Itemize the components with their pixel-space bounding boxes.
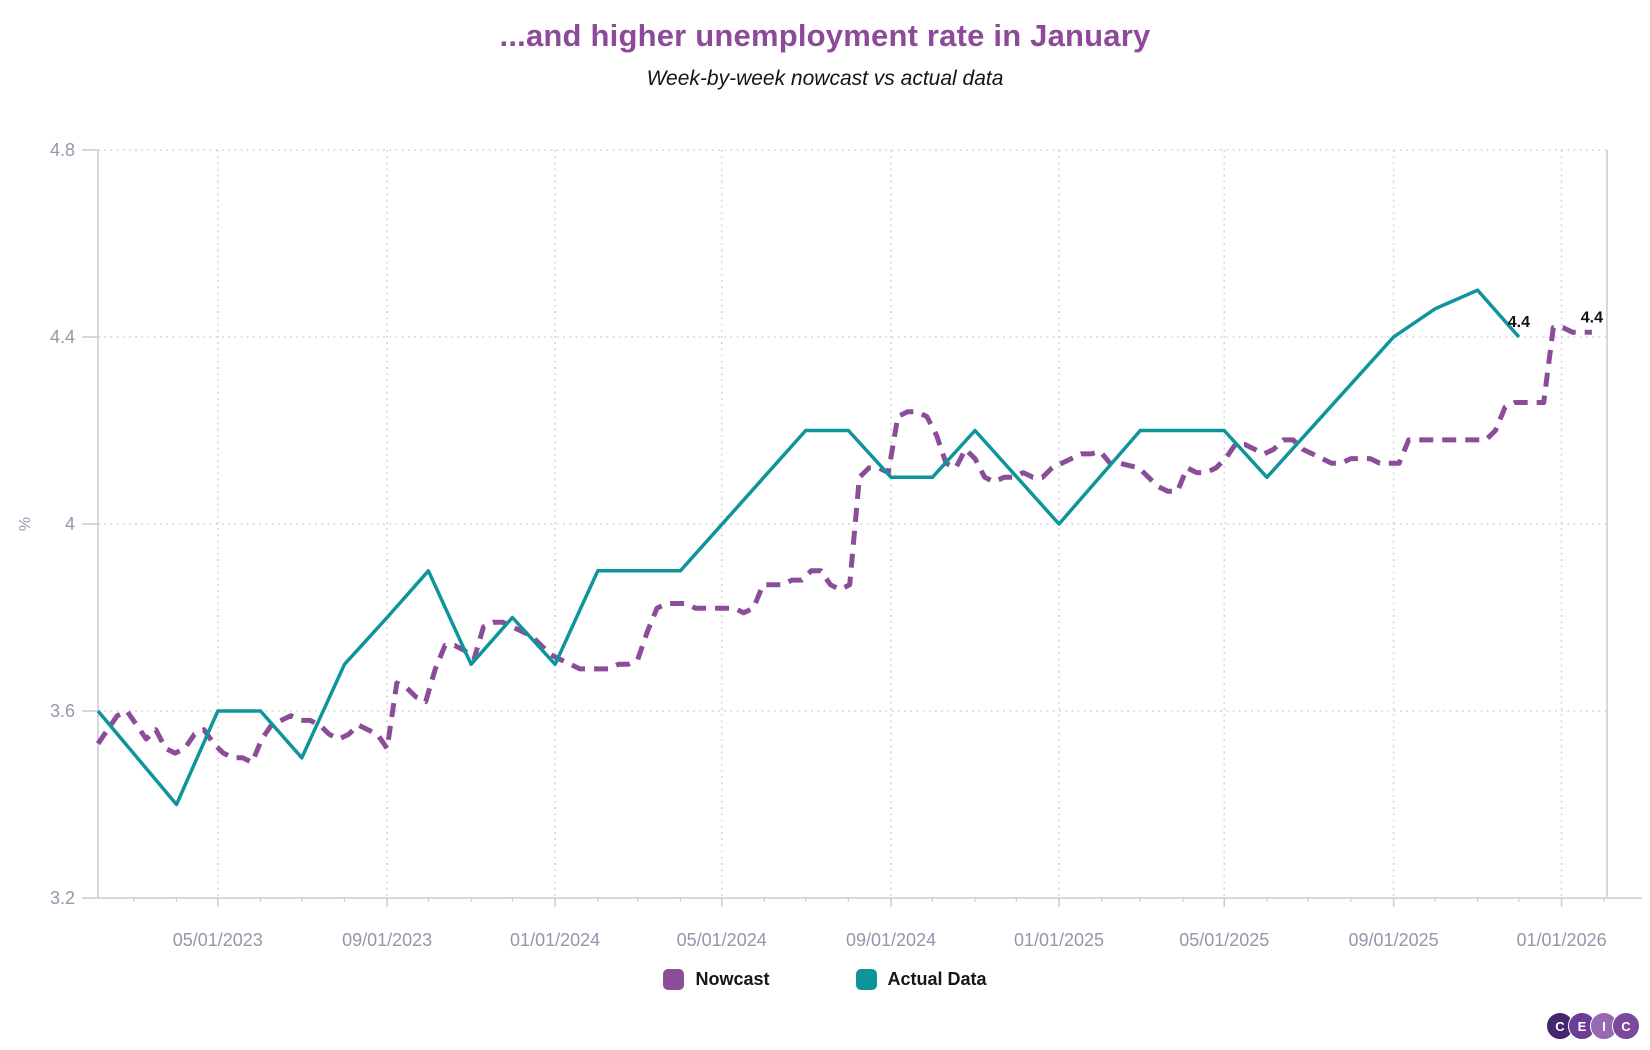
actual-data-swatch-icon: [855, 969, 877, 990]
chart-title: ...and higher unemployment rate in Janua…: [499, 18, 1151, 53]
logo-letter-c1: C: [1546, 1012, 1574, 1040]
actual-data-line: [96, 288, 1521, 807]
y-tick-label: 4.8: [50, 140, 75, 160]
legend-item-nowcast[interactable]: Nowcast: [663, 969, 770, 990]
x-tick-label: 05/01/2025: [1179, 930, 1269, 950]
chart-subtitle: Week-by-week nowcast vs actual data: [646, 67, 1004, 90]
x-tick-label: 09/01/2023: [342, 930, 432, 950]
x-tick-label: 09/01/2025: [1349, 930, 1439, 950]
x-tick-label: 05/01/2023: [173, 930, 263, 950]
y-axis-unit-label: %: [17, 517, 34, 531]
y-tick-label: 4.4: [50, 327, 75, 347]
y-tick-label: 4: [65, 514, 75, 534]
x-tick-label: 01/01/2025: [1014, 930, 1104, 950]
legend-item-actual-data[interactable]: Actual Data: [855, 969, 987, 990]
x-tick-label: 05/01/2024: [677, 930, 767, 950]
legend-label-actual-data: Actual Data: [887, 969, 987, 989]
data-label: 4.4: [1581, 309, 1603, 326]
chart-legend: Nowcast Actual Data: [0, 969, 1650, 990]
logo-letter-c2: C: [1612, 1012, 1640, 1040]
x-tick-label: 01/01/2024: [510, 930, 600, 950]
data-label: 4.4: [1508, 314, 1530, 331]
nowcast-line: [95, 325, 1592, 765]
x-tick-label: 01/01/2026: [1517, 930, 1607, 950]
x-tick-label: 09/01/2024: [846, 930, 936, 950]
y-tick-label: 3.6: [50, 701, 75, 721]
y-tick-label: 3.2: [50, 888, 75, 908]
ceic-logo: C E I C: [1546, 1012, 1640, 1040]
nowcast-swatch-icon: [663, 969, 685, 990]
legend-label-nowcast: Nowcast: [695, 969, 770, 989]
